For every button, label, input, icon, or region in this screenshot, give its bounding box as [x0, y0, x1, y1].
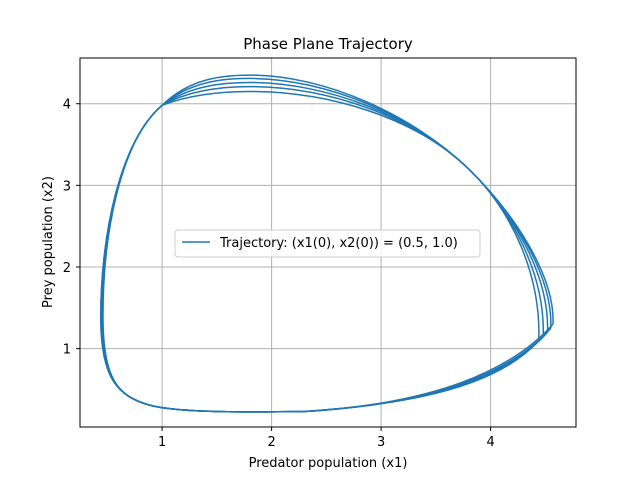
- x-tick-label: 3: [377, 435, 385, 450]
- x-tick-label: 1: [158, 435, 166, 450]
- plot-frame: [79, 57, 577, 428]
- x-axis-label: Predator population (x1): [249, 456, 408, 471]
- chart-title: Phase Plane Trajectory: [243, 35, 413, 53]
- y-tick-label: 4: [63, 98, 71, 113]
- trajectory-loop: [100, 74, 554, 413]
- y-tick-label: 3: [63, 179, 71, 194]
- x-tick-label: 2: [267, 435, 275, 450]
- series-trajectory: [100, 74, 554, 413]
- legend-label: Trajectory: (x1(0), x2(0)) = (0.5, 1.0): [219, 236, 458, 251]
- legend-box: [174, 229, 481, 258]
- axis-ticks: 1 2 3 4 1 2 3 4: [63, 98, 495, 450]
- y-axis-label: Prey population (x2): [41, 176, 56, 308]
- y-tick-label: 2: [63, 261, 71, 276]
- x-tick-label: 4: [486, 435, 494, 450]
- y-tick-label: 1: [63, 343, 71, 358]
- legend: Trajectory: (x1(0), x2(0)) = (0.5, 1.0): [174, 229, 481, 258]
